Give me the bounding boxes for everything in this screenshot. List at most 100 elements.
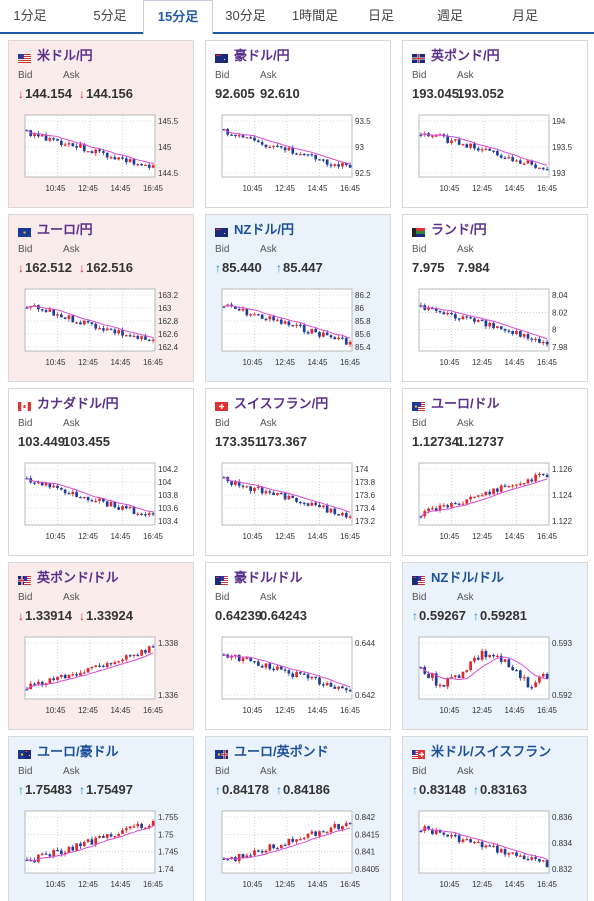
- currency-pair-title[interactable]: 豪ドル/円: [215, 45, 290, 64]
- y-tick-label: 104.2: [158, 465, 179, 474]
- chart-container[interactable]: 1.338 1.336 10:45 12:45 14:45 16:45: [15, 631, 189, 719]
- candle-body: [63, 852, 67, 854]
- rate-card[interactable]: 米ドル/スイスフラン Bid Ask ↑0.83148 ↑0.83163 0.836 0.8…: [402, 736, 588, 901]
- chart-container[interactable]: 0.836 0.834 0.832 10:45 12:45 14:45 16:45: [409, 805, 583, 893]
- currency-pair-title[interactable]: NZドル/円: [215, 219, 294, 238]
- currency-pair-title[interactable]: ユーロ/円: [18, 219, 93, 238]
- tab-4[interactable]: 1時間足: [291, 8, 339, 23]
- candle-body: [52, 850, 56, 857]
- rate-card[interactable]: カナダドル/円 Bid Ask 103.449 103.455 104.2 104 103.8…: [8, 388, 194, 556]
- candle-body: [465, 499, 469, 504]
- currency-pair-title[interactable]: 豪ドル/ドル: [215, 567, 303, 586]
- candle-body: [113, 329, 117, 334]
- rate-card[interactable]: ユーロ/英ポンド Bid Ask ↑0.84178 ↑0.84186 0.842 0.841…: [205, 736, 391, 901]
- candle-body: [518, 160, 522, 164]
- candle-body: [105, 152, 109, 158]
- down-arrow-icon: ↓: [79, 609, 85, 623]
- rate-card[interactable]: NZドル/円 Bid Ask ↑85.440 ↑85.447 86.2 86 85.8 85.6…: [205, 214, 391, 382]
- x-tick-label: 16:45: [537, 358, 558, 367]
- rate-card[interactable]: ユーロ/豪ドル Bid Ask ↑1.75483 ↑1.75497 1.755 1.75 1.…: [8, 736, 194, 901]
- tab-7[interactable]: 月足: [511, 8, 538, 23]
- tab-3[interactable]: 30分足: [225, 8, 266, 23]
- x-tick-label: 12:45: [78, 532, 99, 541]
- chart-container[interactable]: 174 173.8 173.6 173.4 173.2 10:45 12:45 14:45 16…: [212, 457, 386, 545]
- rate-card[interactable]: ランド/円 Bid Ask 7.975 7.984 8.04 8.02 8 7.98 10:45 1…: [402, 214, 588, 382]
- rate-card[interactable]: NZドル/ドル Bid Ask ↑0.59267 ↑0.59281 0.593 0.592 1…: [402, 562, 588, 730]
- currency-pair-title[interactable]: ユーロ/豪ドル: [18, 741, 119, 760]
- tab-0[interactable]: 1分足: [13, 8, 47, 23]
- rate-card[interactable]: 豪ドル/円 Bid Ask 92.605 92.610 93.5 93 92.5 10:45 12…: [205, 40, 391, 208]
- candle-body: [151, 339, 155, 341]
- candle-body: [151, 165, 155, 168]
- chart-container[interactable]: 1.755 1.75 1.745 1.74 10:45 12:45 14:45 16:45: [15, 805, 189, 893]
- chart-container[interactable]: 145.5 145 144.5 10:45 12:45 14:45 16:45: [15, 109, 189, 197]
- chart-container[interactable]: 0.842 0.8415 0.841 0.8405 10:45 12:45 14:45 16:…: [212, 805, 386, 893]
- candle-body: [344, 337, 348, 345]
- rate-card[interactable]: 英ポンド/円 Bid Ask 193.045 193.052 194 193.5 193 10:…: [402, 40, 588, 208]
- candle-body: [253, 661, 256, 663]
- candle-body: [515, 330, 518, 334]
- candle-body: [245, 657, 249, 659]
- currency-pair-title[interactable]: カナダドル/円: [18, 393, 119, 412]
- candle-body: [117, 834, 121, 837]
- candle-body: [461, 671, 465, 678]
- rate-card[interactable]: 豪ドル/ドル Bid Ask 0.64239 0.64243 0.644 0.642 10:4…: [205, 562, 391, 730]
- candle-body: [283, 844, 287, 847]
- candle-body: [488, 654, 492, 658]
- candle-body: [306, 503, 310, 506]
- chart-container[interactable]: 1.126 1.124 1.122 10:45 12:45 14:45 16:45: [409, 457, 583, 545]
- candle-body: [473, 143, 476, 149]
- y-tick-label: 1.122: [552, 517, 573, 526]
- ask-value: ↑0.59281: [473, 608, 527, 623]
- currency-pair-title[interactable]: 米ドル/スイスフラン: [412, 741, 551, 760]
- candle-body: [515, 160, 518, 162]
- chart-container[interactable]: 104.2 104 103.8 103.6 103.4 10:45 12:45 14:45 16…: [15, 457, 189, 545]
- currency-pair-title[interactable]: 英ポンド/ドル: [18, 567, 119, 586]
- tab-6[interactable]: 週足: [436, 8, 463, 23]
- candle-body: [299, 501, 302, 504]
- currency-pair-title[interactable]: 米ドル/円: [18, 45, 93, 64]
- candle-body: [132, 826, 136, 828]
- tab-5[interactable]: 日足: [367, 8, 394, 23]
- chart-container[interactable]: 8.04 8.02 8 7.98 10:45 12:45 14:45 16:45: [409, 283, 583, 371]
- rate-card[interactable]: スイスフラン/円 Bid Ask 173.351 173.367 174 173.8 173.…: [205, 388, 391, 556]
- candle-body: [310, 154, 314, 156]
- candle-body: [476, 319, 480, 322]
- candle-body: [438, 505, 442, 511]
- candle-body: [473, 496, 476, 498]
- candle-body: [344, 823, 348, 826]
- currency-pair-title[interactable]: ユーロ/英ポンド: [215, 741, 329, 760]
- candle-body: [457, 835, 461, 842]
- chart-container[interactable]: 194 193.5 193 10:45 12:45 14:45 16:45: [409, 109, 583, 197]
- currency-pair-title[interactable]: ランド/円: [412, 219, 487, 238]
- chart-container[interactable]: 86.2 86 85.8 85.6 85.4 10:45 12:45 14:45 16:45: [212, 283, 386, 371]
- rate-card[interactable]: 米ドル/円 Bid Ask ↓144.154 ↓144.156 145.5 145 144.5…: [8, 40, 194, 208]
- candle-body: [241, 485, 245, 487]
- chart-container[interactable]: 93.5 93 92.5 10:45 12:45 14:45 16:45: [212, 109, 386, 197]
- candle-body: [476, 148, 480, 151]
- currency-pair-title[interactable]: スイスフラン/円: [215, 393, 328, 412]
- candle-body: [434, 508, 438, 511]
- chart-container[interactable]: 0.644 0.642 10:45 12:45 14:45 16:45: [212, 631, 386, 719]
- rate-card[interactable]: ユーロ/円 Bid Ask ↓162.512 ↓162.516 163.2 163 162.8…: [8, 214, 194, 382]
- chart-container[interactable]: 0.593 0.592 10:45 12:45 14:45 16:45: [409, 631, 583, 719]
- candle-body: [291, 673, 295, 678]
- tab-2[interactable]: 15分足: [143, 0, 213, 34]
- rate-card[interactable]: ユーロ/ドル Bid Ask 1.12734 1.12737 1.126 1.124 1.12…: [402, 388, 588, 556]
- candle-body: [325, 505, 329, 513]
- currency-pair-title[interactable]: NZドル/ドル: [412, 567, 504, 586]
- tab-1[interactable]: 5分足: [93, 8, 127, 23]
- ask-label: Ask: [260, 70, 277, 81]
- candle-body: [480, 149, 484, 151]
- currency-pair-name: 豪ドル/円: [234, 48, 290, 63]
- chart-container[interactable]: 163.2 163 162.8 162.6 162.4 10:45 12:45 14:45 16…: [15, 283, 189, 371]
- currency-pair-title[interactable]: ユーロ/ドル: [412, 393, 500, 412]
- moving-average-line: [26, 305, 154, 339]
- rate-card[interactable]: 英ポンド/ドル Bid Ask ↓1.33914 ↓1.33924 1.338 1.336 1…: [8, 562, 194, 730]
- y-tick-label: 93: [355, 143, 364, 152]
- bid-label: Bid: [18, 592, 33, 603]
- candle-body: [98, 149, 101, 152]
- down-arrow-icon: ↓: [79, 261, 85, 275]
- candle-body: [94, 500, 98, 503]
- currency-pair-title[interactable]: 英ポンド/円: [412, 45, 500, 64]
